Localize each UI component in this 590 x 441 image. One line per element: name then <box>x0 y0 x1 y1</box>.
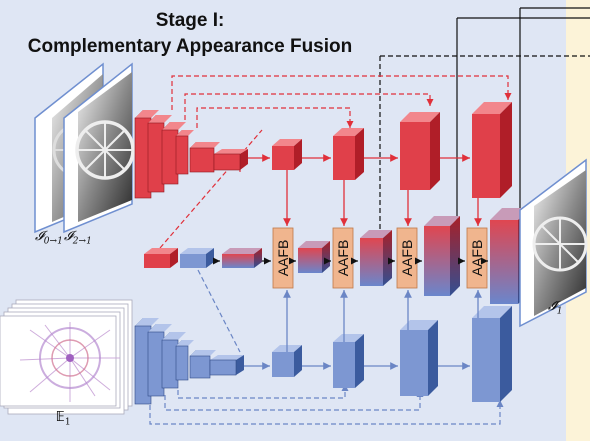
aafb-label-2: AAFB <box>335 240 351 277</box>
event-stack-symbol: 𝔼 <box>56 410 65 425</box>
warped-frame-2-symbol: 𝓘 <box>64 229 73 244</box>
warped-frame-2-label: 𝓘2→1 <box>64 229 92 247</box>
output-frame-symbol: 𝓘̂ <box>548 299 557 314</box>
stage-title: Stage I: <box>155 10 225 31</box>
red-encoder <box>134 110 248 199</box>
red-features <box>272 102 512 198</box>
event-stack <box>0 299 133 415</box>
warped-frame-0-symbol: 𝓘 <box>35 229 44 244</box>
aafb-block-1: AAFB <box>272 227 294 289</box>
warped-frame-0-label: 𝓘0→1 <box>35 229 63 247</box>
aafb-label-3: AAFB <box>399 240 415 277</box>
warped-frame-0-subscript: 0→1 <box>43 236 63 247</box>
blue-features <box>272 306 512 402</box>
aafb-block-2: AAFB <box>332 227 354 289</box>
warped-frame-2-subscript: 2→1 <box>72 236 92 247</box>
blue-encoder <box>134 318 244 405</box>
aafb-label-1: AAFB <box>275 240 291 277</box>
skip-connections-blue <box>149 269 504 425</box>
blue-flow-arrows <box>244 290 482 370</box>
warped-frame-2 <box>63 62 135 234</box>
aafb-block-3: AAFB <box>396 227 418 289</box>
output-frame <box>519 158 588 328</box>
aafb-label-4: AAFB <box>469 240 485 277</box>
aafb-block-4: AAFB <box>466 227 488 289</box>
skip-connections-black <box>379 7 590 230</box>
output-frame-subscript: 1 <box>556 306 563 317</box>
red-flow-arrows <box>248 154 482 226</box>
stage-subtitle: Complementary Appearance Fusion <box>27 36 353 57</box>
output-frame-label: 𝓘̂1 <box>548 299 563 317</box>
event-stack-subscript: 1 <box>64 417 71 428</box>
event-stack-label: 𝔼1 <box>56 410 71 428</box>
